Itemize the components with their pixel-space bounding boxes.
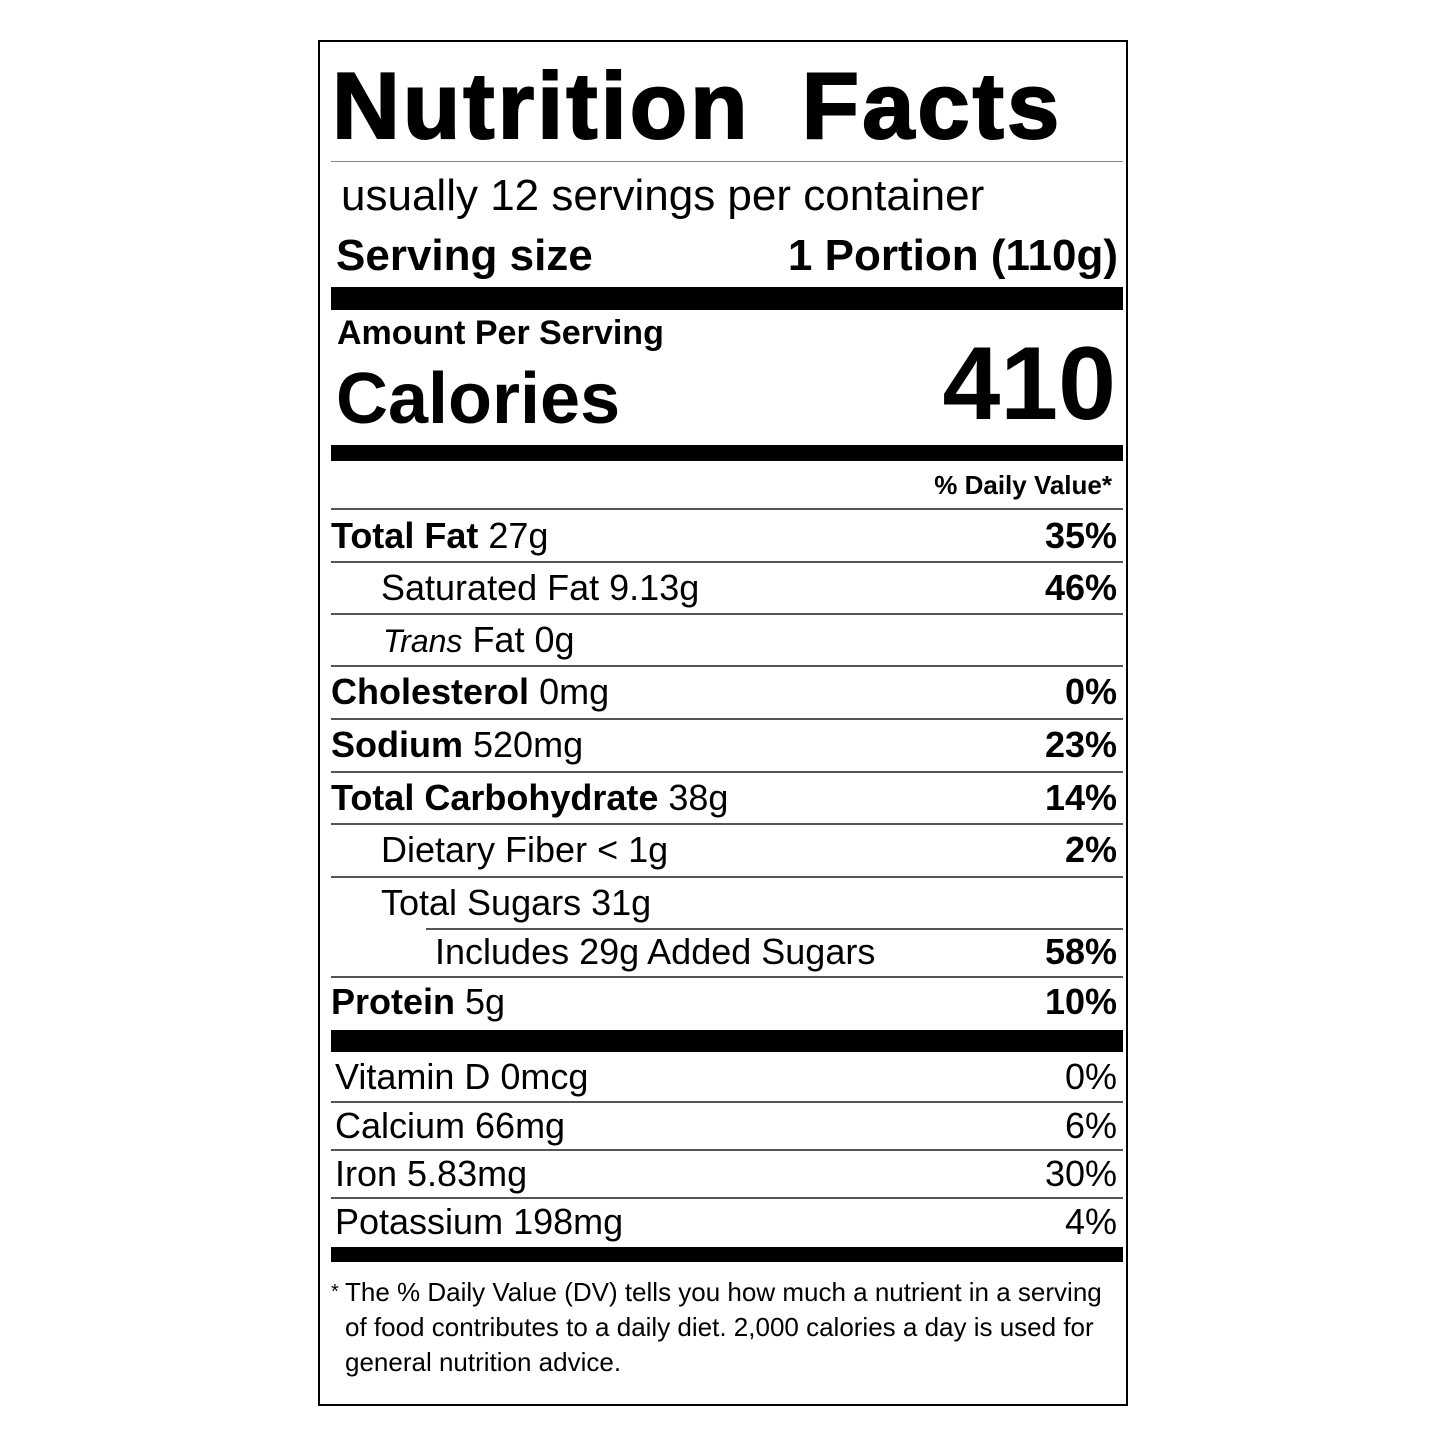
vitamin-dv: 30% bbox=[1044, 1153, 1117, 1194]
vitamin-row-iron: Iron 5.83mg 30% bbox=[335, 1150, 1123, 1198]
footnote: * The % Daily Value (DV) tells you how m… bbox=[331, 1275, 1111, 1380]
divider bbox=[331, 161, 1123, 162]
nutrient-dv: 23% bbox=[1044, 724, 1117, 765]
thick-divider bbox=[331, 445, 1123, 461]
nutrient-amount: 520mg bbox=[473, 724, 584, 765]
vitamin-row-potassium: Potassium 198mg 4% bbox=[335, 1198, 1123, 1246]
vitamin-dv: 4% bbox=[1064, 1201, 1117, 1242]
nutrient-name: Sodium bbox=[331, 724, 463, 765]
vitamin-dv: 6% bbox=[1064, 1105, 1117, 1146]
nutrient-dv: 10% bbox=[1044, 981, 1117, 1022]
nutrient-row-trans-fat: Trans Fat 0g bbox=[331, 614, 1123, 666]
amount-per-serving: Amount Per Serving bbox=[337, 314, 664, 352]
nutrient-row-dietary-fiber: Dietary Fiber < 1g 2% bbox=[331, 824, 1123, 876]
nutrient-name: Total Fat bbox=[331, 515, 479, 556]
nutrient-amount: 9.13g bbox=[609, 567, 700, 608]
nutrient-name: Total Carbohydrate bbox=[331, 777, 659, 818]
nutrient-dv: 58% bbox=[1044, 931, 1117, 972]
nutrient-name: Dietary Fiber bbox=[381, 829, 588, 870]
nutrient-dv: 0% bbox=[1064, 671, 1117, 712]
nutrient-row-cholesterol: Cholesterol 0mg 0% bbox=[331, 666, 1123, 718]
nutrient-amount: 31g bbox=[591, 882, 652, 923]
nutrient-name: Saturated Fat bbox=[381, 567, 600, 608]
nutrient-amount: 38g bbox=[668, 777, 729, 818]
nutrient-row-total-fat: Total Fat 27g 35% bbox=[331, 510, 1123, 562]
thick-divider bbox=[331, 287, 1123, 310]
serving-size-label: Serving size bbox=[336, 231, 593, 280]
nutrient-text: Includes 29g Added Sugars bbox=[435, 931, 876, 972]
vitamin-dv: 0% bbox=[1064, 1056, 1117, 1097]
nutrient-row-protein: Protein 5g 10% bbox=[331, 977, 1123, 1027]
vitamin-row-vitamin-d: Vitamin D 0mcg 0% bbox=[335, 1053, 1123, 1101]
nutrient-row-sodium: Sodium 520mg 23% bbox=[331, 719, 1123, 771]
nutrition-label: Nutrition Facts usually 12 servings per … bbox=[318, 40, 1128, 1406]
vitamin-row-calcium: Calcium 66mg 6% bbox=[335, 1102, 1123, 1150]
nutrient-row-total-carbohydrate: Total Carbohydrate 38g 14% bbox=[331, 772, 1123, 824]
footnote-star: * bbox=[331, 1281, 339, 1303]
nutrient-name: Protein bbox=[331, 981, 456, 1022]
label-title: Nutrition Facts bbox=[331, 53, 1063, 158]
divider bbox=[331, 508, 1123, 510]
nutrient-row-added-sugars: Includes 29g Added Sugars 58% bbox=[331, 927, 1123, 977]
nutrient-dv: 2% bbox=[1064, 829, 1117, 870]
vitamin-text: Potassium 198mg bbox=[335, 1201, 624, 1242]
nutrient-row-saturated-fat: Saturated Fat 9.13g 46% bbox=[331, 562, 1123, 614]
nutrient-amount: 0mg bbox=[539, 671, 610, 712]
calories-value: 410 bbox=[942, 326, 1116, 442]
nutrient-name: Total Sugars bbox=[381, 882, 582, 923]
vitamin-text: Iron 5.83mg bbox=[335, 1153, 528, 1194]
nutrient-amount: 0g bbox=[534, 619, 575, 660]
nutrient-name-italic: Trans bbox=[383, 623, 463, 659]
nutrient-dv: 14% bbox=[1044, 777, 1117, 818]
vitamin-text: Vitamin D 0mcg bbox=[335, 1056, 589, 1097]
nutrient-dv: 46% bbox=[1044, 567, 1117, 608]
calories-label: Calories bbox=[336, 359, 621, 439]
daily-value-header: % Daily Value* bbox=[934, 470, 1112, 500]
thick-divider bbox=[331, 1030, 1123, 1052]
nutrient-dv: 35% bbox=[1044, 515, 1117, 556]
thick-divider bbox=[331, 1247, 1123, 1262]
vitamin-text: Calcium 66mg bbox=[335, 1105, 566, 1146]
footnote-text: The % Daily Value (DV) tells you how muc… bbox=[345, 1277, 1102, 1377]
serving-size-value: 1 Portion (110g) bbox=[787, 231, 1118, 280]
nutrient-name: Fat bbox=[472, 619, 525, 660]
nutrient-name: Cholesterol bbox=[331, 671, 530, 712]
nutrient-amount: < 1g bbox=[597, 829, 669, 870]
nutrient-amount: 27g bbox=[488, 515, 549, 556]
nutrient-row-total-sugars: Total Sugars 31g bbox=[331, 877, 1123, 929]
nutrient-amount: 5g bbox=[465, 981, 506, 1022]
servings-per-container: usually 12 servings per container bbox=[341, 171, 985, 220]
